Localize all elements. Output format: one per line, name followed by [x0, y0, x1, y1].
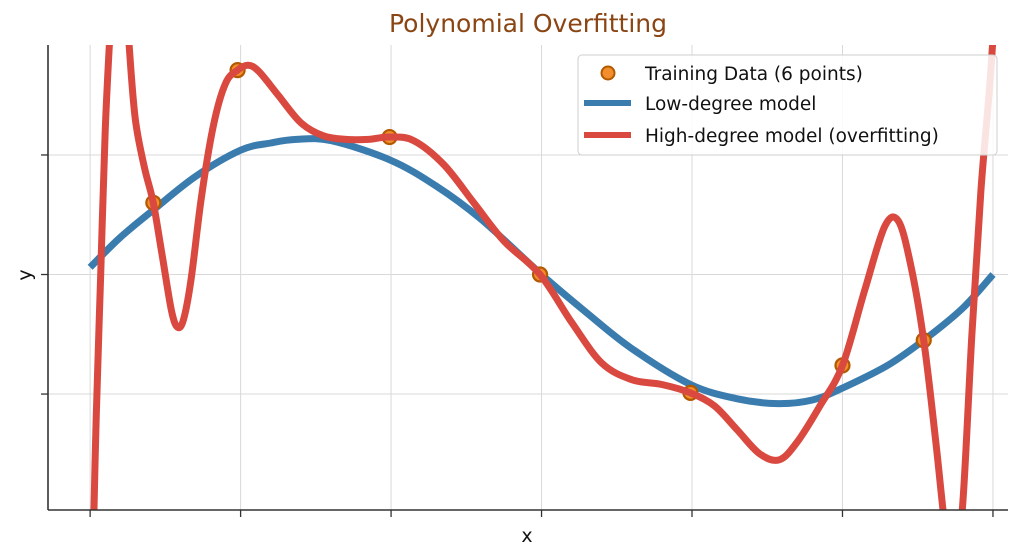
spines [47, 45, 1008, 511]
legend-box [577, 54, 998, 156]
y-axis-label: y [14, 269, 36, 280]
legend-low-degree-label: Low-degree model [645, 94, 816, 115]
legend-training-label: Training Data (6 points) [644, 64, 863, 85]
ticks [41, 154, 994, 517]
series-high-degree-line [90, 45, 997, 510]
plot-area [87, 45, 997, 510]
legend-training-marker [600, 65, 616, 81]
legend-high-degree-label: High-degree model (overfitting) [645, 126, 939, 147]
chart-title: Polynomial Overfitting [389, 9, 667, 38]
x-axis-label: x [521, 525, 532, 547]
legend: Training Data (6 points) Low-degree mode… [577, 54, 998, 156]
